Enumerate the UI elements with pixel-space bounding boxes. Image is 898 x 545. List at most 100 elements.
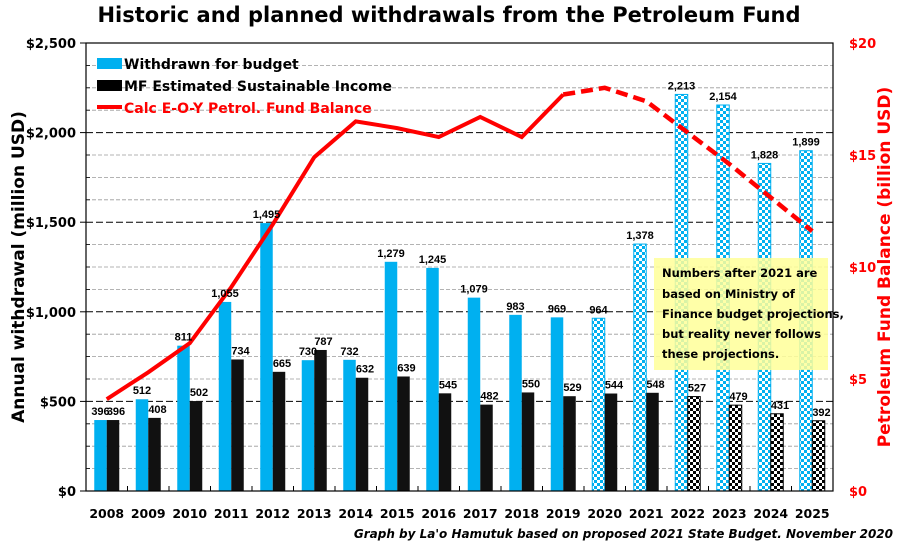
gridlines [86,65,833,470]
bar-withdrawn-2020 [591,317,606,492]
bar-sustainable-income-2021 [646,392,659,491]
y-tick-label-right: $0 [849,485,867,500]
bar-sustainable-income-2023 [728,404,743,492]
note-line: Numbers after 2021 are [662,266,818,280]
data-label-sustainable-income: 544 [605,380,624,392]
x-tick-label: 2012 [255,506,290,521]
x-tick-label: 2020 [587,506,622,521]
x-tick-label: 2014 [338,506,373,521]
data-label-withdrawn: 1,245 [419,254,447,266]
data-label-sustainable-income: 408 [148,404,166,416]
x-tick-label: 2015 [380,506,415,521]
y-tick-label-left: $1,000 [26,306,76,321]
data-label-sustainable-income: 548 [646,379,664,391]
data-label-sustainable-income: 396 [107,406,125,418]
data-label-withdrawn: 1,828 [751,149,779,161]
data-label-sustainable-income: 529 [563,382,581,394]
legend-label-withdrawn: Withdrawn for budget [124,57,299,73]
data-label-sustainable-income: 431 [771,400,789,412]
data-label-withdrawn: 732 [340,346,358,358]
bar-withdrawn-2010 [177,345,190,491]
chart-title: Historic and planned withdrawals from th… [97,3,800,27]
data-label-withdrawn: 983 [506,301,524,313]
bar-sustainable-income-2016 [438,393,452,491]
bar-sustainable-income-2020 [604,393,618,491]
y-axis-label-right: Petroleum Fund Balance (billion USD) [875,87,895,448]
axes: $0 $500 $1,000 $1,500 $2,000 $2,500 $0 $5 $10 $15… [26,37,876,521]
x-tick-label: 2011 [214,506,249,521]
data-label-withdrawn: 1,079 [460,284,488,296]
data-label-sustainable-income: 527 [688,383,706,395]
bar-sustainable-income-2009 [148,417,161,491]
data-label-withdrawn: 964 [589,304,608,316]
data-label-withdrawn: 730 [299,346,317,358]
data-label-sustainable-income: 479 [729,391,747,403]
data-label-withdrawn: 1,378 [626,230,654,242]
bar-withdrawn-2019 [550,317,564,491]
y-tick-label-left: $0 [58,485,76,500]
x-tick-label: 2021 [629,506,664,521]
note-line: based on Ministry of [662,287,796,301]
x-tick-label: 2025 [795,506,830,521]
fund-balance-line-actual [105,93,565,401]
data-label-withdrawn: 512 [133,385,151,397]
bar-withdrawn-2016 [426,267,439,491]
note-line: Finance budget projections, [662,307,844,321]
data-label-sustainable-income: 502 [190,387,208,399]
y-tick-label-right: $20 [849,37,876,52]
bar-withdrawn-2008 [94,420,107,491]
data-label-withdrawn: 1,899 [792,137,820,149]
y-axis-label-left: Annual withdrawal (million USD) [9,111,29,423]
projection-note-box [654,258,828,370]
bar-withdrawn-2014 [343,359,356,491]
bar-sustainable-income-2015 [397,376,410,491]
x-tick-label: 2009 [131,506,166,521]
bar-sustainable-income-2008 [106,420,120,491]
bar-sustainable-income-2017 [480,404,493,491]
bar-sustainable-income-2019 [563,396,576,491]
data-label-sustainable-income: 734 [231,345,250,357]
x-tick-label: 2010 [172,506,207,521]
y-tick-label-left: $500 [40,395,76,410]
data-label-sustainable-income: 787 [314,336,332,348]
y-tick-label-left: $1,500 [26,216,76,231]
legend: Withdrawn for budget MF Estimated Sustai… [97,57,392,117]
bar-withdrawn-2009 [135,399,149,491]
y-tick-label-right: $15 [849,149,876,164]
note-line: but reality never follows [662,327,821,341]
note-line: these projections. [662,347,779,361]
bar-withdrawn-2017 [467,297,481,491]
x-tick-label: 2023 [712,506,747,521]
chart-credit: Graph by La'o Hamutuk based on proposed … [354,527,893,541]
y-tick-label-left: $2,500 [26,37,76,52]
data-label-withdrawn: 1,495 [253,209,281,221]
data-label-sustainable-income: 482 [480,391,498,403]
bar-sustainable-income-2024 [770,413,784,492]
data-label-sustainable-income: 665 [273,358,291,370]
bar-sustainable-income-2013 [314,349,327,491]
fund-balance-line [105,85,814,401]
data-label-sustainable-income: 392 [812,407,830,419]
x-tick-label: 2013 [297,506,332,521]
bar-withdrawn-2015 [384,261,398,491]
y-tick-label-right: $10 [849,261,876,276]
bar-withdrawn-2011 [218,301,232,491]
legend-label-sustainable-income: MF Estimated Sustainable Income [124,79,392,95]
bar-withdrawn-2012 [260,223,273,491]
bars [94,93,826,492]
x-tick-label: 2019 [546,506,581,521]
data-label-withdrawn: 396 [91,406,109,418]
bar-sustainable-income-2014 [355,377,369,491]
bar-withdrawn-2021 [633,243,647,492]
data-label-sustainable-income: 550 [522,378,540,390]
legend-swatch-sustainable-income [97,80,122,91]
y-tick-label-right: $5 [849,373,867,388]
x-tick-label: 2017 [463,506,498,521]
data-label-sustainable-income: 639 [397,362,415,374]
x-tick-label: 2022 [670,506,705,521]
bar-withdrawn-2013 [301,360,315,491]
bar-sustainable-income-2010 [189,401,203,491]
data-label-withdrawn: 1,055 [211,288,239,300]
